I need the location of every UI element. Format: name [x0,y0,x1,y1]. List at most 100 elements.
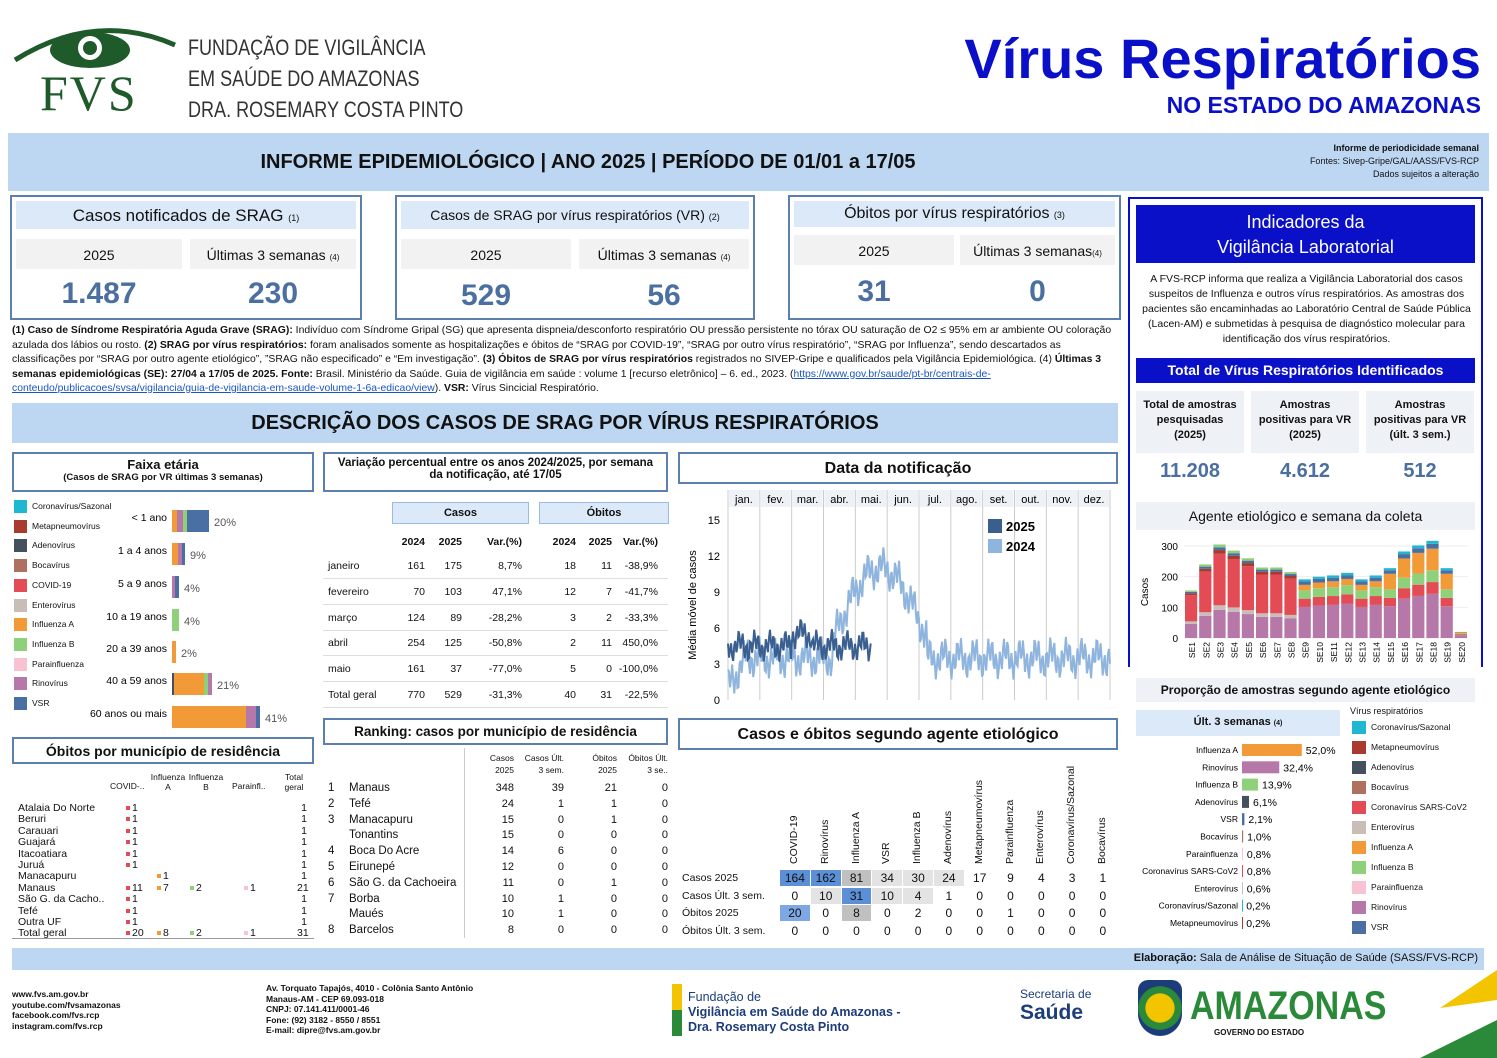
var-cell: -77,0% [488,663,522,676]
week-label: SE3 [1216,642,1226,658]
month-label: ago. [956,494,977,506]
kpi-vr-value-year: 529 [460,279,512,312]
obmun-col-header: Total geral [284,772,304,792]
prop-bar [1242,917,1243,929]
faixa-bar [174,673,204,695]
legend-swatch [14,519,27,533]
prop-legend-title: Vírus respiratórios [1350,706,1424,716]
agente-bar [1426,593,1439,638]
var-cell: 125 [444,637,462,650]
legend-label: Parainfluenza [32,658,84,669]
agente-bar [1270,616,1283,638]
agente-bar [1312,576,1325,579]
agente-bar [1412,573,1425,585]
rank-mun: Boca Do Acre [349,845,420,858]
rank-mun: Tefé [349,797,371,810]
agente-bar [1227,607,1240,612]
kpi-srag-value-year: 1.487 [61,277,137,310]
prop-bar [1242,744,1302,756]
rank-cell: 21 [604,782,617,794]
lab-text: A FVS-RCP informa que realiza a Vigilânc… [1142,273,1471,345]
site-link[interactable]: www.fvs.am.gov.br [12,989,89,999]
legend-label: Influenza A [1371,842,1414,852]
footer-links: www.fvs.am.gov.br youtube.com/fvsamazona… [12,989,121,1031]
week-label: SE2 [1201,642,1211,658]
legend-label: Coronavírus SARS-CoV2 [1371,802,1467,812]
var-divider [323,707,668,708]
obmun-cell: 1 [132,813,138,826]
var-cell: 11 [601,637,612,650]
rank-cell: 0 [661,876,668,889]
prop-bar [1242,865,1243,878]
var-cell: 37 [450,663,462,676]
legend-swatch [1352,881,1366,894]
agente-bar [1440,589,1453,598]
casob-col-header: Adenovírus [942,810,954,864]
facebook-link[interactable]: facebook.com/fvs.rcp [12,1010,100,1020]
var-casos-header: Casos [392,502,529,524]
guide-link[interactable]: https://www.gov.br/saude/pt-br/centrais-… [12,368,991,395]
agente-bar [1440,597,1453,607]
agente-bar [1412,552,1425,574]
agente-bar [1213,547,1226,551]
obmun-total: 1 [301,836,307,849]
rank-cell: 0 [610,924,617,937]
var-cell: 161 [407,663,425,676]
obmun-cell: 1 [132,904,138,917]
prop-bar [1242,899,1243,912]
month-label: jun. [893,494,912,506]
rank-cell: 15 [501,813,514,826]
legend-label: Influenza B [32,638,75,649]
var-cell: -50,8% [488,637,522,650]
rank-cell: 15 [501,829,514,842]
legend-label: Adenovírus [32,540,75,551]
var-cell: 3 [570,611,576,624]
agente-bar [1341,585,1354,595]
casob-cell: 1 [1099,871,1107,885]
obmun-row-label: Total geral [18,927,67,940]
legend-swatch [1352,901,1366,914]
rank-cell: 1 [557,797,564,810]
casob-cell: 10 [872,887,903,904]
obmun-total: 1 [301,916,307,928]
week-label: SE8 [1287,642,1297,658]
agente-chart: 300 200 100 0 Casos SE1 SE2 SE3 SE4 SE5 SE6 SE7 SE8 S… [1140,540,1468,663]
legend-2024: 2024 [1006,539,1036,554]
week-label: SE17 [1414,642,1424,663]
lab-total-title: Total de Vírus Respiratórios Identificad… [1136,358,1475,383]
obmun-cell: 8 [163,927,169,940]
prop-pct: 32,4% [1283,762,1313,774]
legend-swatch [1352,721,1366,734]
agente-bar [1312,578,1325,583]
casob-cell: 0 [1099,906,1107,920]
casob-cell: 34 [872,870,903,886]
kpi-vr-year: 2025 [401,239,571,269]
rank-mun: Barcelos [349,924,394,937]
legend-swatch [1352,921,1366,934]
prop-label: Bocavírus [1200,832,1238,842]
instagram-link[interactable]: instagram.com/fvs.rcp [12,1020,103,1031]
var-cell: 40 [564,689,576,701]
agente-bar [1256,574,1269,614]
var-row-label: maio [328,663,351,676]
youtube-link[interactable]: youtube.com/fvsamazonas [12,999,121,1010]
obmun-marker [126,908,130,913]
faixa-pct: 21% [217,680,239,692]
agente-bar [1398,577,1411,589]
legend-swatch [14,500,27,513]
logo-line-2: EM SAÚDE DO AMAZONAS [188,66,420,91]
var-cell: 254 [407,637,425,650]
casob-cell: 0 [883,906,891,920]
casob-col-header: Rinovírus [818,819,831,864]
week-label: SE6 [1258,642,1268,658]
rank-pos: 1 [328,782,335,794]
obmun-marker [126,863,130,867]
obmun-cell: 1 [132,847,138,860]
agente-bar [1312,605,1325,638]
casob-cell: 2 [914,906,922,920]
agente-bar [1383,573,1396,590]
rank-cell: 24 [501,797,514,810]
agente-bar [1284,614,1297,619]
casob-cell: 81 [841,870,872,886]
prop-pct: 6,1% [1253,797,1277,809]
